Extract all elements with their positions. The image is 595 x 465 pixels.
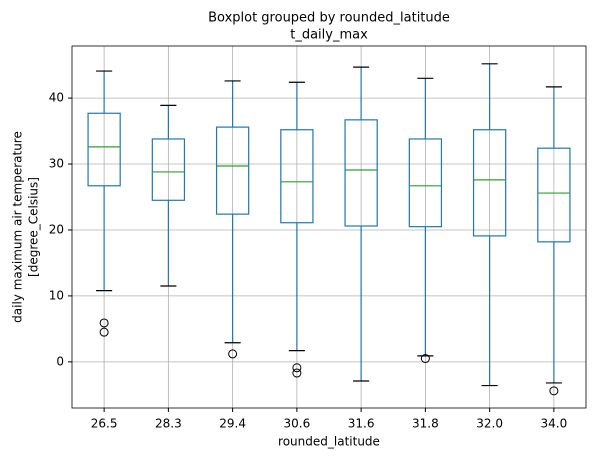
box	[280, 129, 314, 224]
chart-title: t_daily_max	[290, 28, 368, 43]
box	[472, 129, 507, 237]
box	[408, 138, 443, 228]
y-axis-label: daily maximum air temperature	[11, 131, 25, 323]
x-tick-label: 31.8	[412, 417, 439, 431]
chart-suptitle: Boxplot grouped by rounded_latitude	[208, 11, 450, 26]
x-tick-label: 28.3	[155, 417, 182, 431]
outlier	[228, 349, 238, 359]
y-tick-label: 30	[49, 157, 64, 171]
y-axis-label: [degree_Celsius]	[27, 177, 41, 277]
box	[151, 138, 186, 201]
x-tick-label: 26.5	[91, 417, 118, 431]
outlier	[292, 363, 302, 373]
x-tick-label: 29.4	[219, 417, 246, 431]
outlier	[420, 354, 430, 364]
outlier	[292, 368, 302, 378]
box	[344, 119, 378, 227]
outlier	[99, 327, 109, 337]
box	[537, 147, 571, 243]
y-tick-label: 20	[49, 222, 64, 236]
x-tick-label: 34.0	[541, 417, 568, 431]
outlier	[549, 386, 559, 396]
x-axis-label: rounded_latitude	[278, 435, 380, 449]
y-tick-label: 40	[49, 91, 64, 105]
y-tick-label: 10	[49, 288, 64, 302]
x-tick-label: 30.6	[284, 417, 311, 431]
x-tick-label: 31.6	[348, 417, 375, 431]
box	[87, 112, 121, 187]
x-tick-label: 32.0	[476, 417, 503, 431]
plot-frame	[71, 45, 587, 409]
outlier	[99, 318, 109, 328]
box	[215, 126, 250, 215]
y-tick-label: 0	[56, 354, 64, 368]
